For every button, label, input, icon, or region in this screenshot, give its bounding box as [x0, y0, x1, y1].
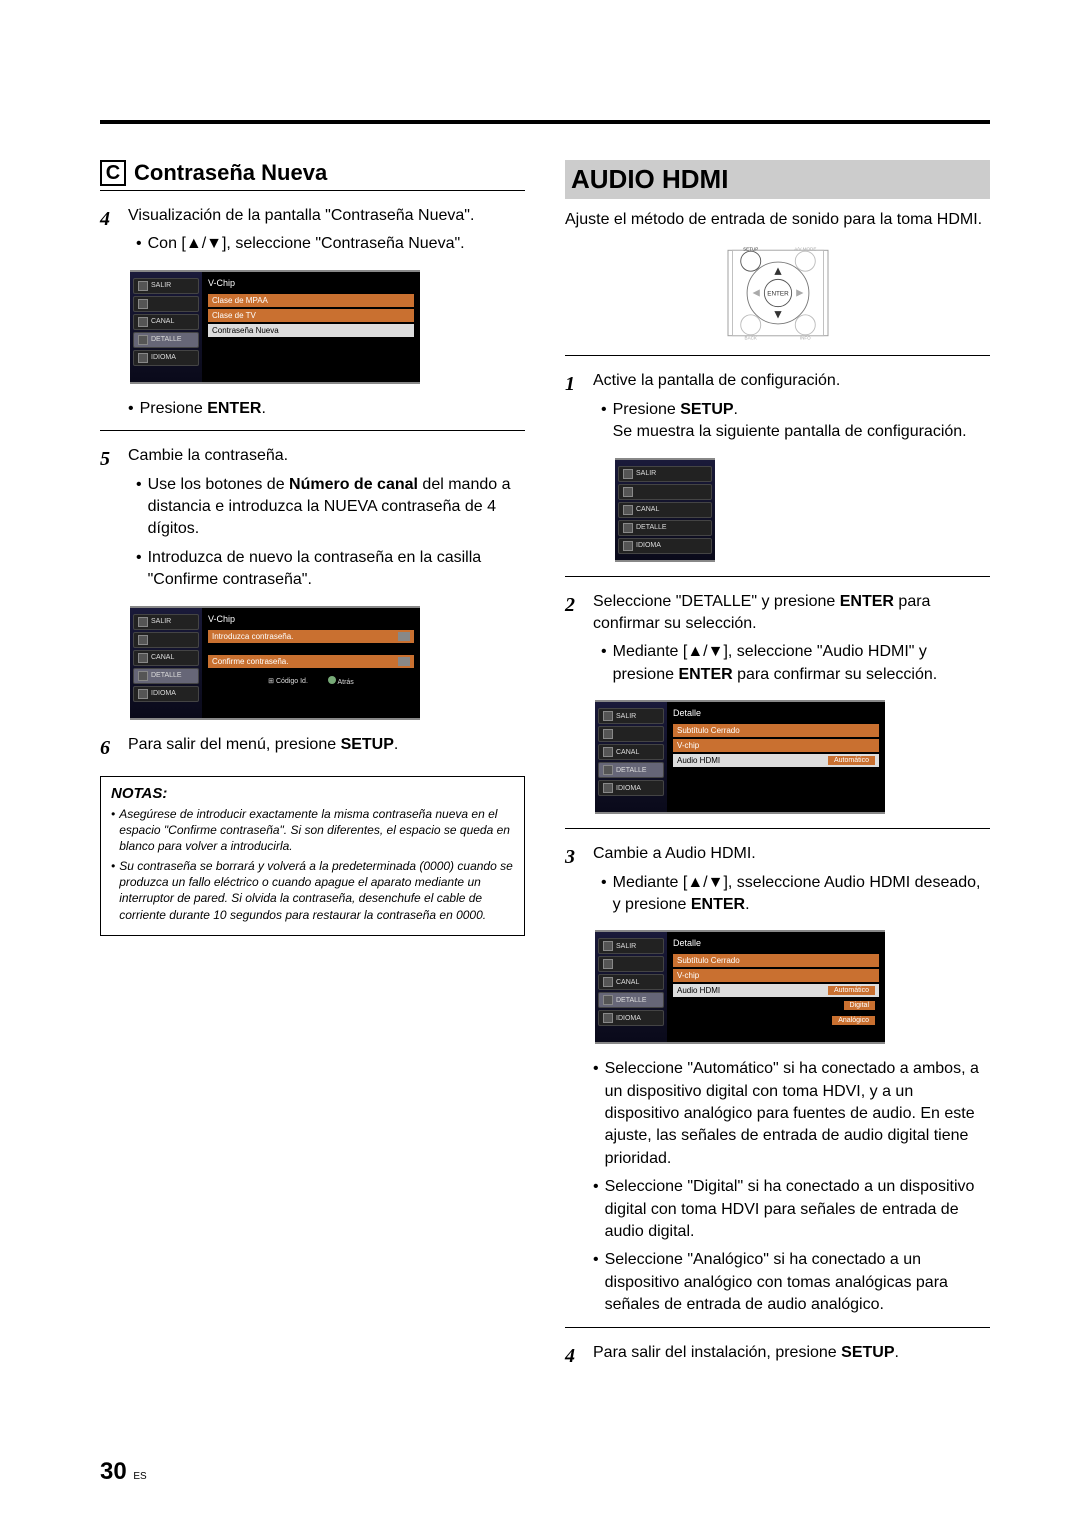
step-num: 3 [565, 843, 583, 916]
bullet-analogico: Seleccione "Analógico" si ha conectado a… [605, 1249, 990, 1316]
heading-text: Contraseña Nueva [134, 160, 327, 186]
svg-text:SETUP: SETUP [743, 247, 758, 252]
bullet-text: Mediante [▲/▼], seleccione "Audio HDMI" … [613, 641, 990, 686]
svg-text:A/V MODE: A/V MODE [794, 247, 816, 252]
tv-screenshot-vchip-2: SALIR CANAL DETALLE IDIOMA V-Chip Introd… [130, 606, 420, 720]
step-2: 2 Seleccione "DETALLE" y presione ENTER … [565, 591, 990, 687]
step-text: Cambie a Audio HDMI. [593, 845, 756, 862]
step-num: 5 [100, 445, 118, 591]
top-rule [100, 120, 990, 124]
heading-contrasena: C Contraseña Nueva [100, 160, 525, 191]
step-text: Cambie la contraseña. [128, 447, 288, 464]
step-text: Seleccione "DETALLE" y presione ENTER pa… [593, 593, 930, 632]
step-1: 1 Active la pantalla de configuración. P… [565, 370, 990, 443]
step-num: 1 [565, 370, 583, 443]
intro-text: Ajuste el método de entrada de sonido pa… [565, 209, 990, 231]
step-4: 4 Visualización de la pantalla "Contrase… [100, 205, 525, 256]
step-num: 6 [100, 734, 118, 762]
tv-screenshot-setup: SALIR CANAL DETALLE IDIOMA [615, 458, 715, 562]
tv-screenshot-vchip-1: SALIR CANAL DETALLE IDIOMA V-Chip Clase … [130, 270, 420, 384]
svg-text:ENTER: ENTER [767, 291, 789, 298]
bullet-digital: Seleccione "Digital" si ha conectado a u… [605, 1176, 990, 1243]
right-column: AUDIO HDMI Ajuste el método de entrada d… [565, 160, 990, 1370]
step-6: 6 Para salir del menú, presione SETUP. [100, 734, 525, 762]
notas-box: NOTAS: Asegúrese de introducir exactamen… [100, 776, 525, 936]
bullet-text: Use los botones de Número de canal del m… [148, 474, 525, 541]
press-enter: Presione ENTER. [140, 398, 525, 420]
step-3: 3 Cambie a Audio HDMI. Mediante [▲/▼], s… [565, 843, 990, 916]
bullet-text: Con [▲/▼], seleccione "Contraseña Nueva"… [148, 233, 525, 255]
nota-1: Asegúrese de introducir exactamente la m… [119, 806, 514, 855]
step-text: Active la pantalla de configuración. [593, 372, 840, 389]
step-text: Visualización de la pantalla "Contraseña… [128, 207, 474, 224]
bullet-text: Presione SETUP.Se muestra la siguiente p… [613, 399, 990, 444]
svg-text:BACK: BACK [744, 336, 756, 341]
step-text: Para salir del menú, presione SETUP. [128, 736, 398, 753]
step-text: Para salir del instalación, presione SET… [593, 1344, 899, 1361]
section-letter: C [100, 160, 126, 186]
step-4-right: 4 Para salir del instalación, presione S… [565, 1342, 990, 1370]
bullet-text: Introduzca de nuevo la contraseña en la … [148, 547, 525, 592]
bullet-auto: Seleccione "Automático" si ha conectado … [605, 1058, 990, 1170]
bullet-text: Mediante [▲/▼], sseleccione Audio HDMI d… [613, 872, 990, 917]
tv-screenshot-detalle-1: SALIR CANAL DETALLE IDIOMA Detalle Subtí… [595, 700, 885, 814]
heading-audio-hdmi: AUDIO HDMI [565, 160, 990, 199]
svg-text:INFO: INFO [799, 336, 810, 341]
step-num: 4 [565, 1342, 583, 1370]
page-number: 30 ES [100, 1458, 147, 1486]
remote-diagram: ENTER SETUP A/V MODE BACK INFO [703, 243, 853, 343]
step-num: 4 [100, 205, 118, 256]
left-column: C Contraseña Nueva 4 Visualización de la… [100, 160, 525, 1370]
step-num: 2 [565, 591, 583, 687]
step-5: 5 Cambie la contraseña. Use los botones … [100, 445, 525, 591]
tv-screenshot-detalle-2: SALIR CANAL DETALLE IDIOMA Detalle Subtí… [595, 930, 885, 1044]
notas-title: NOTAS: [111, 785, 514, 802]
nota-2: Su contraseña se borrará y volverá a la … [119, 858, 514, 923]
